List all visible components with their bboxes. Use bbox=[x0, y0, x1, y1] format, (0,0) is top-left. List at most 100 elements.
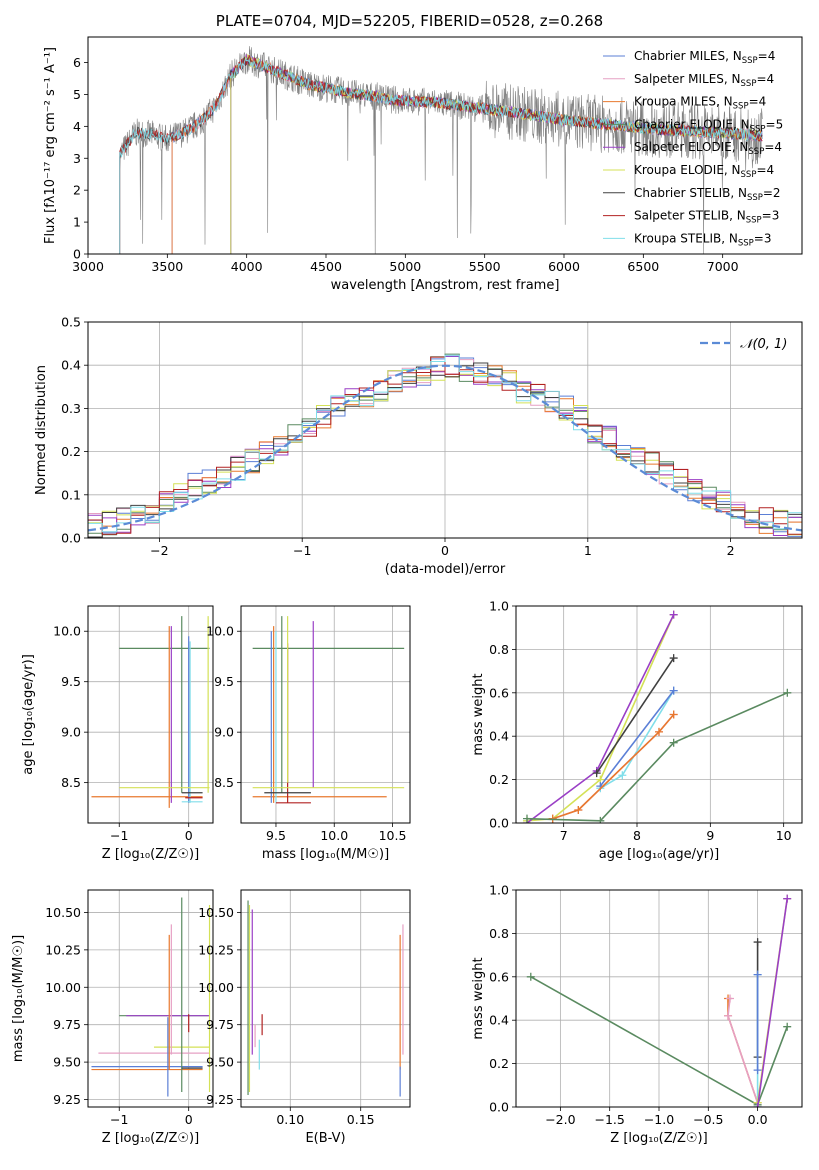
y-tick-label: 0 bbox=[73, 247, 81, 262]
legend-label: Chabrier MILES, NSSP=4 bbox=[634, 49, 775, 66]
x-axis-label: Z [log₁₀(Z/Z☉)] bbox=[610, 1131, 707, 1146]
y-tick-label: 8.5 bbox=[214, 775, 234, 790]
histogram-step bbox=[88, 362, 802, 538]
x-tick-label: −2 bbox=[150, 543, 168, 558]
weight-line bbox=[727, 998, 759, 1103]
legend-count: =4 bbox=[756, 72, 774, 86]
y-tick-label: 2 bbox=[73, 183, 81, 198]
legend-subscript: SSP bbox=[741, 79, 757, 89]
y-tick-label: 0.2 bbox=[489, 772, 509, 787]
weight-marker bbox=[669, 654, 678, 663]
y-tick-label: 0.5 bbox=[61, 315, 81, 330]
weight-marker bbox=[592, 769, 601, 778]
age-vs-Z-axes: −1 0 8.5 9.0 9.5 10.0 bbox=[53, 606, 213, 843]
x-tick-label: 6000 bbox=[548, 259, 580, 274]
y-tick-label: 10.00 bbox=[45, 980, 81, 995]
residuals-frame bbox=[87, 321, 803, 539]
legend-subscript: SSP bbox=[741, 170, 757, 180]
weight-line bbox=[526, 692, 788, 822]
mass-weight-vs-age-axes: 7 8 9 10 0.0 0.2 0.4 0.6 0.8 1.0 bbox=[489, 599, 802, 843]
weight-marker bbox=[574, 805, 583, 814]
x-tick-label: −1 bbox=[293, 543, 311, 558]
weight-marker bbox=[655, 727, 663, 736]
y-tick-label: 10.0 bbox=[53, 624, 81, 639]
weight-marker bbox=[753, 1103, 762, 1107]
weight-marker bbox=[783, 688, 792, 697]
weight-marker bbox=[783, 1022, 792, 1031]
weight-marker bbox=[669, 610, 678, 619]
y-tick-label: 9.0 bbox=[214, 725, 234, 740]
legend-label: Chabrier ELODIE, NSSP=5 bbox=[634, 117, 783, 134]
legend-label: Kroupa ELODIE, NSSP=4 bbox=[634, 163, 774, 180]
y-tick-label: 0.2 bbox=[489, 1056, 509, 1071]
legend-label: 𝒩(0, 1) bbox=[740, 337, 787, 352]
y-tick-label: 10.25 bbox=[45, 942, 81, 957]
legend-count: =5 bbox=[766, 117, 784, 131]
mass-vs-Z-frame bbox=[87, 889, 214, 1108]
x-tick-label: 0.0 bbox=[748, 1112, 768, 1127]
spectrum-frame bbox=[87, 36, 803, 255]
legend-subscript: SSP bbox=[746, 216, 762, 226]
legend-subscript: SSP bbox=[742, 56, 758, 66]
age-vs-mass-axes: 9.5 10.0 10.5 8.5 9.0 9.5 10.0 bbox=[206, 606, 410, 843]
x-axis-label: Z [log₁₀(Z/Z☉)] bbox=[102, 1131, 199, 1146]
model-line bbox=[171, 57, 763, 254]
legend-subscript: SSP bbox=[750, 124, 766, 134]
x-tick-label: 0 bbox=[185, 1112, 193, 1127]
x-tick-label: 7 bbox=[560, 828, 568, 843]
legend-subscript: SSP bbox=[748, 147, 764, 157]
y-tick-label: 0.4 bbox=[61, 358, 81, 373]
x-tick-label: −1 bbox=[110, 828, 128, 843]
legend-count: =4 bbox=[756, 163, 774, 177]
y-axis-label: Normed distribution bbox=[34, 365, 49, 495]
x-tick-label: −0.5 bbox=[693, 1112, 723, 1127]
y-axis-label: Flux [fλ10⁻¹⁷ erg cm⁻² s⁻¹ A⁻¹] bbox=[43, 47, 58, 244]
x-axis-label: age [log₁₀(age/yr)] bbox=[599, 847, 720, 862]
legend-subscript: SSP bbox=[733, 102, 749, 112]
y-tick-label: 9.25 bbox=[53, 1092, 81, 1107]
y-tick-label: 9.75 bbox=[206, 1017, 234, 1032]
x-tick-label: 1 bbox=[584, 543, 592, 558]
y-tick-label: 9.5 bbox=[61, 674, 81, 689]
y-tick-label: 9.0 bbox=[61, 725, 81, 740]
histogram-step bbox=[88, 354, 802, 533]
mass-vs-Z-plot bbox=[91, 897, 211, 1097]
y-tick-label: 0.2 bbox=[61, 444, 81, 459]
mass-weight-vs-Z-frame bbox=[515, 889, 803, 1108]
legend-label: Kroupa MILES, NSSP=4 bbox=[634, 95, 766, 112]
x-tick-label: −1.0 bbox=[644, 1112, 674, 1127]
y-axis-label: mass [log₁₀(M/M☉)] bbox=[11, 935, 26, 1062]
mass-weight-vs-age-frame bbox=[515, 605, 803, 824]
y-tick-label: 0.8 bbox=[489, 926, 509, 941]
legend-label: Salpeter ELODIE, NSSP=4 bbox=[634, 140, 782, 157]
x-tick-label: 5500 bbox=[469, 259, 501, 274]
weight-marker bbox=[669, 686, 678, 695]
y-tick-label: 0.1 bbox=[61, 487, 81, 502]
normal-legend: 𝒩(0, 1) bbox=[700, 337, 787, 352]
y-tick-label: 0.0 bbox=[489, 816, 509, 831]
legend-count: =2 bbox=[763, 186, 781, 200]
residuals-axes: −2 −1 0 1 2 0.0 0.1 0.2 0.3 0.4 0.5 bbox=[61, 315, 802, 558]
weight-marker bbox=[526, 972, 535, 981]
legend-subscript: SSP bbox=[738, 238, 754, 248]
legend-label: Salpeter STELIB, NSSP=3 bbox=[634, 209, 779, 226]
legend-count: =4 bbox=[758, 49, 776, 63]
y-tick-label: 0.6 bbox=[489, 969, 509, 984]
model-line bbox=[119, 57, 763, 254]
y-tick-label: 10.50 bbox=[45, 905, 81, 920]
x-axis-label: wavelength [Angstrom, rest frame] bbox=[331, 278, 560, 293]
y-tick-label: 10.50 bbox=[198, 905, 234, 920]
weight-marker bbox=[669, 710, 678, 719]
legend-count: =4 bbox=[749, 95, 767, 109]
y-tick-label: 0.4 bbox=[489, 1013, 509, 1028]
x-tick-label: −2.0 bbox=[545, 1112, 575, 1127]
legend-label: Kroupa STELIB, NSSP=3 bbox=[634, 231, 772, 248]
legend-label: Chabrier STELIB, NSSP=2 bbox=[634, 186, 781, 203]
age-vs-Z-plot bbox=[91, 616, 210, 808]
legend-subscript: SSP bbox=[747, 193, 763, 203]
y-tick-label: 9.50 bbox=[53, 1055, 81, 1070]
y-tick-label: 10.0 bbox=[206, 624, 234, 639]
x-tick-label: 9 bbox=[706, 828, 714, 843]
y-tick-label: 1.0 bbox=[489, 883, 509, 898]
x-axis-label: E(B-V) bbox=[305, 1131, 345, 1146]
